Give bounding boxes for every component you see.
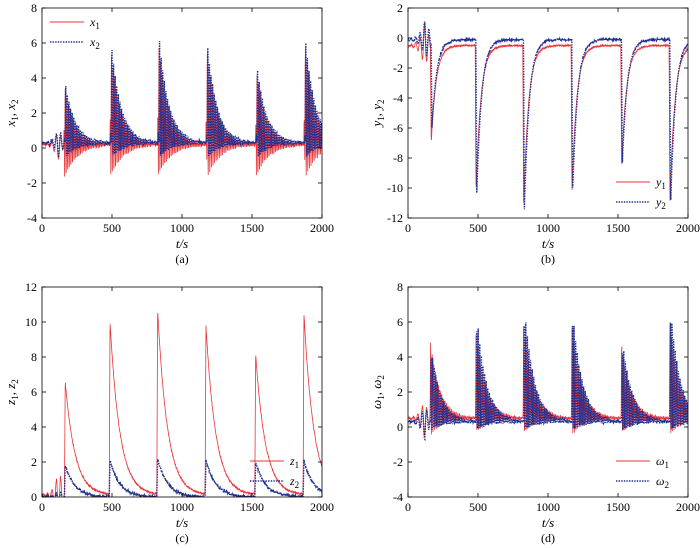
y-tick-label: 0 bbox=[397, 31, 403, 45]
y-tick-label: -10 bbox=[387, 181, 403, 195]
x-tick-label: 0 bbox=[405, 221, 411, 235]
y-tick-label: -12 bbox=[387, 211, 403, 225]
panel-b: 0 500 1000 1500 2000 -12 -10 -8 -6 -4 -2 0 2 t/s(b) y1… bbox=[369, 1, 700, 266]
x-tick-label: 1500 bbox=[606, 500, 630, 514]
plot-frame bbox=[407, 286, 689, 498]
x-axis-label: t/s bbox=[176, 236, 188, 251]
y-tick-label: -2 bbox=[393, 61, 403, 75]
y-tick-label: 2 bbox=[397, 385, 403, 399]
x-tick-label: 1000 bbox=[536, 500, 560, 514]
plot-frame bbox=[41, 286, 323, 498]
series-line-2 bbox=[408, 322, 688, 442]
y-tick-label: 6 bbox=[397, 315, 403, 329]
y-tick-label: -8 bbox=[393, 151, 403, 165]
x-tick-label: 500 bbox=[469, 221, 487, 235]
legend-label-1: z1 bbox=[289, 454, 299, 470]
x-tick-label: 2000 bbox=[310, 221, 334, 235]
x-tick-label: 1500 bbox=[606, 221, 630, 235]
y-axis-label: ω1, ω2 bbox=[369, 375, 386, 409]
x-tick-label: 1000 bbox=[170, 221, 194, 235]
x-tick-label: 1500 bbox=[240, 221, 264, 235]
plot-frame bbox=[41, 7, 323, 219]
series-line-2 bbox=[408, 21, 688, 210]
y-axis-label: x1, x2 bbox=[3, 99, 20, 127]
x-tick-label: 1500 bbox=[240, 500, 264, 514]
y-tick-label: 8 bbox=[31, 350, 37, 364]
legend-label-2: ω2 bbox=[656, 474, 669, 490]
y-tick-label: -4 bbox=[393, 490, 403, 504]
series-line-1 bbox=[42, 46, 322, 177]
x-axis-label: t/s bbox=[542, 515, 554, 530]
series-line-1 bbox=[408, 22, 688, 204]
y-tick-label: -4 bbox=[393, 91, 403, 105]
x-tick-label: 0 bbox=[39, 500, 45, 514]
y-tick-label: 8 bbox=[31, 1, 37, 15]
legend-label-2: z2 bbox=[289, 474, 299, 490]
y-tick-label: 6 bbox=[31, 385, 37, 399]
x-axis-label: t/s bbox=[542, 236, 554, 251]
y-tick-label: 10 bbox=[25, 315, 37, 329]
y-tick-label: 6 bbox=[31, 36, 37, 50]
x-tick-label: 0 bbox=[405, 500, 411, 514]
panel-caption: (c) bbox=[175, 531, 188, 545]
y-tick-label: -6 bbox=[393, 121, 403, 135]
legend-label-1: y1 bbox=[655, 175, 666, 191]
y-tick-label: 2 bbox=[31, 455, 37, 469]
y-tick-label: -4 bbox=[27, 211, 37, 225]
x-tick-label: 2000 bbox=[676, 221, 700, 235]
x-tick-label: 500 bbox=[469, 500, 487, 514]
legend-label-1: x1 bbox=[89, 15, 100, 31]
legend-label-1: ω1 bbox=[656, 454, 669, 470]
y-tick-label: 0 bbox=[397, 420, 403, 434]
x-tick-label: 0 bbox=[39, 221, 45, 235]
y-tick-label: 4 bbox=[397, 350, 403, 364]
legend-label-2: y2 bbox=[655, 195, 666, 211]
legend-label-2: x2 bbox=[89, 35, 100, 51]
series-line-1 bbox=[42, 313, 322, 497]
x-tick-label: 1000 bbox=[170, 500, 194, 514]
panel-caption: (b) bbox=[541, 252, 555, 266]
y-tick-label: 8 bbox=[397, 280, 403, 294]
series-line-2 bbox=[42, 40, 322, 158]
y-tick-label: 0 bbox=[31, 141, 37, 155]
panel-caption: (d) bbox=[541, 531, 555, 545]
x-tick-label: 500 bbox=[103, 500, 121, 514]
y-axis-label: y1, y2 bbox=[369, 99, 386, 128]
x-tick-label: 2000 bbox=[310, 500, 334, 514]
y-tick-label: -2 bbox=[27, 176, 37, 190]
x-axis-label: t/s bbox=[176, 515, 188, 530]
y-tick-label: 12 bbox=[25, 280, 37, 294]
panel-caption: (a) bbox=[175, 252, 188, 266]
y-tick-label: 0 bbox=[31, 490, 37, 504]
x-tick-label: 2000 bbox=[676, 500, 700, 514]
y-tick-label: -2 bbox=[393, 455, 403, 469]
y-tick-label: 2 bbox=[31, 106, 37, 120]
x-tick-label: 500 bbox=[103, 221, 121, 235]
y-tick-label: 4 bbox=[31, 420, 37, 434]
y-axis-label: z1, z2 bbox=[3, 379, 20, 406]
y-tick-label: 4 bbox=[31, 71, 37, 85]
x-tick-label: 1000 bbox=[536, 221, 560, 235]
y-tick-label: 2 bbox=[397, 1, 403, 15]
